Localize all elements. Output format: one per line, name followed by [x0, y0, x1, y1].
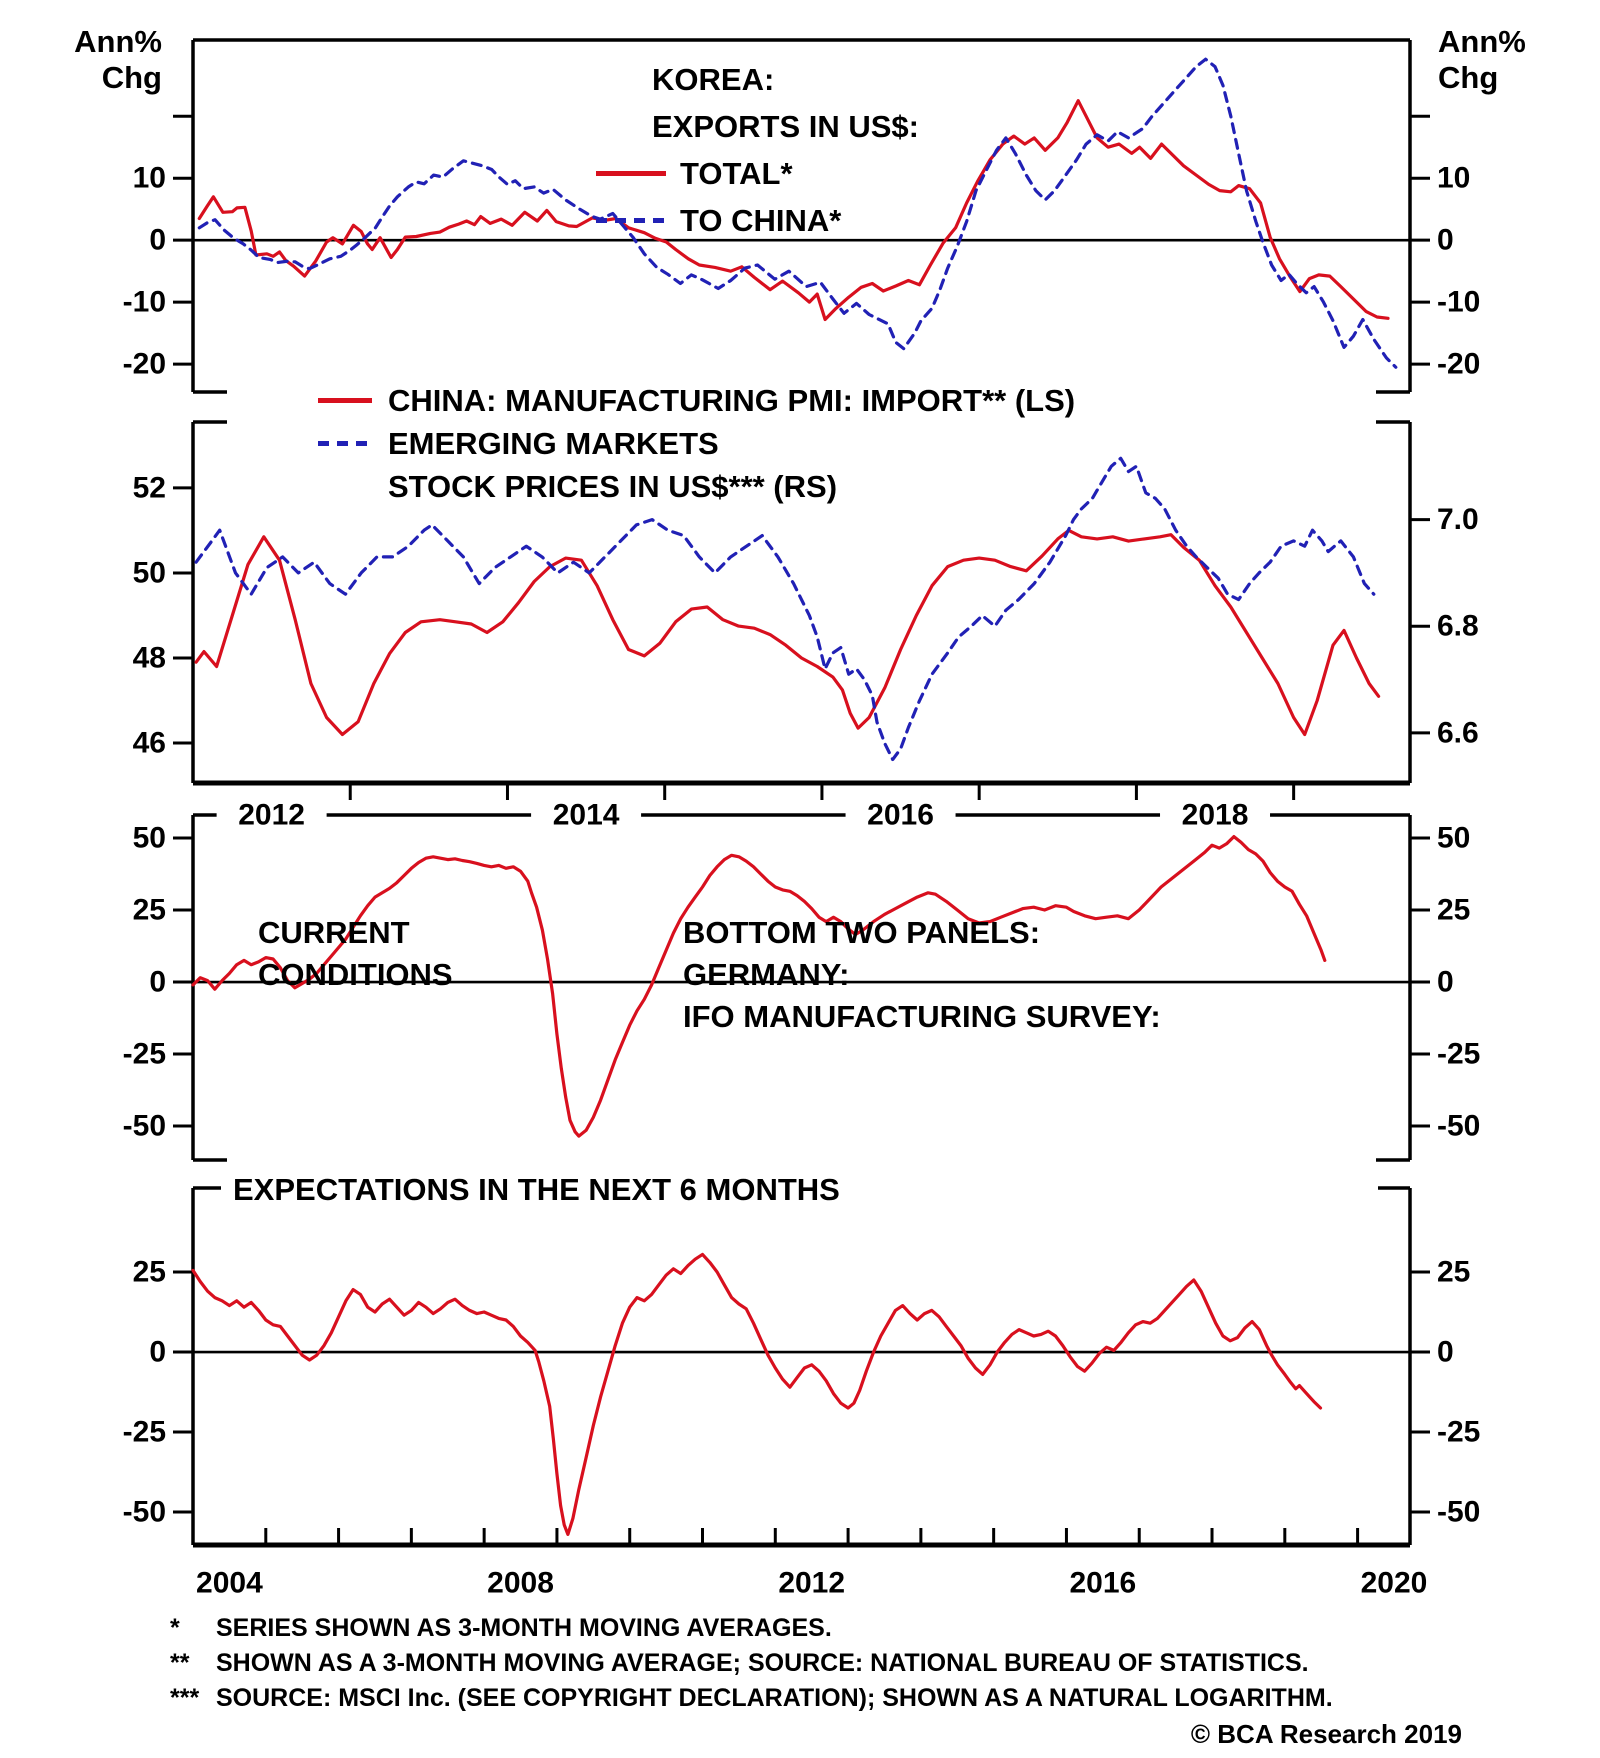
x-year-label: 2016: [1069, 1567, 1136, 1600]
pmi-em-legend: CHINA: MANUFACTURING PMI: IMPORT** (LS) …: [318, 379, 1075, 508]
current-conditions-label: CURRENT CONDITIONS: [258, 912, 453, 996]
footnote-marker: ***: [170, 1684, 200, 1712]
legend-item-to-china: TO CHINA*: [596, 197, 919, 244]
y-tick-label: 25: [133, 1256, 166, 1289]
x-year-label: 2012: [778, 1567, 845, 1600]
right-axis-unit-line2: Chg: [1438, 60, 1499, 95]
bottom-two-panels-line1: BOTTOM TWO PANELS:: [683, 915, 1041, 950]
y-tick-label: 46: [133, 727, 166, 760]
bottom-two-panels-line2: GERMANY:: [683, 957, 850, 992]
y-tick-label: 0: [1437, 224, 1454, 257]
footnote-text: SERIES SHOWN AS 3-MONTH MOVING AVERAGES.: [216, 1614, 832, 1642]
footnotes: * SERIES SHOWN AS 3-MONTH MOVING AVERAGE…: [170, 1611, 1333, 1716]
legend-label-pmi: CHINA: MANUFACTURING PMI: IMPORT** (LS): [388, 383, 1076, 418]
bottom-two-panels-label: BOTTOM TWO PANELS: GERMANY: IFO MANUFACT…: [683, 912, 1161, 1038]
x-year-label: 2018: [1182, 799, 1249, 832]
red-solid-line-swatch-icon: [318, 398, 372, 403]
left-axis-unit: Ann% Chg: [62, 24, 162, 96]
y-tick-label: 25: [1437, 894, 1470, 927]
legend-item-pmi: CHINA: MANUFACTURING PMI: IMPORT** (LS): [318, 379, 1075, 422]
y-tick-label: 6.8: [1437, 610, 1479, 643]
current-conditions-line1: CURRENT: [258, 915, 410, 950]
legend-label-to-china: TO CHINA*: [680, 203, 842, 238]
x-year-label: 2014: [553, 799, 620, 832]
footnote-marker: **: [170, 1649, 190, 1677]
y-tick-label: -10: [1437, 286, 1480, 319]
korea-to-china-line: [197, 57, 1398, 369]
em-stock-prices-line: [194, 456, 1376, 762]
y-tick-label: -20: [123, 348, 166, 381]
y-tick-label: -50: [123, 1496, 166, 1529]
legend-label-total: TOTAL*: [680, 156, 793, 191]
footnote-row: * SERIES SHOWN AS 3-MONTH MOVING AVERAGE…: [170, 1611, 1333, 1646]
y-tick-label: -25: [1437, 1416, 1480, 1449]
y-tick-label: -25: [123, 1416, 166, 1449]
footnote-row: *** SOURCE: MSCI Inc. (SEE COPYRIGHT DEC…: [170, 1681, 1333, 1716]
blue-dashed-line-swatch-icon: [318, 441, 372, 446]
legend-label-em-line2: STOCK PRICES IN US$*** (RS): [388, 469, 838, 504]
y-tick-label: 0: [1437, 966, 1454, 999]
copyright-notice: © BCA Research 2019: [1190, 1719, 1462, 1749]
y-tick-label: 25: [1437, 1256, 1470, 1289]
y-tick-label: 50: [133, 822, 166, 855]
y-tick-label: -25: [1437, 1038, 1480, 1071]
bottom-two-panels-line3: IFO MANUFACTURING SURVEY:: [683, 999, 1161, 1034]
y-tick-label: 10: [1437, 162, 1470, 195]
legend-title-row: EXPORTS IN US$:: [596, 103, 919, 150]
legend-item-em: EMERGING MARKETS: [318, 422, 1075, 465]
y-tick-label: -10: [123, 286, 166, 319]
legend-title-line1: KOREA:: [652, 62, 775, 97]
korea-total-line: [197, 99, 1390, 322]
y-tick-label: 0: [149, 966, 166, 999]
y-tick-label: -20: [1437, 348, 1480, 381]
y-tick-label: 6.6: [1437, 716, 1479, 749]
legend-title-row: KOREA:: [596, 56, 919, 103]
x-year-label: 2016: [867, 799, 934, 832]
y-tick-label: 48: [133, 641, 166, 674]
blue-dashed-line-swatch-icon: [596, 218, 666, 223]
y-tick-label: 50: [1437, 822, 1470, 855]
y-tick-label: 0: [1437, 1336, 1454, 1369]
y-tick-label: -50: [1437, 1496, 1480, 1529]
footnote-text: SHOWN AS A 3-MONTH MOVING AVERAGE; SOURC…: [216, 1649, 1309, 1677]
left-axis-unit-line1: Ann%: [74, 24, 162, 59]
legend-title-line2: EXPORTS IN US$:: [652, 109, 919, 144]
footnote-marker: *: [170, 1614, 180, 1642]
right-axis-unit-line1: Ann%: [1438, 24, 1526, 59]
legend-item-em-line2: STOCK PRICES IN US$*** (RS): [318, 465, 1075, 508]
footnote-text: SOURCE: MSCI Inc. (SEE COPYRIGHT DECLARA…: [216, 1684, 1333, 1712]
x-year-label: 2020: [1361, 1567, 1428, 1600]
y-tick-label: 0: [149, 224, 166, 257]
y-tick-label: 7.0: [1437, 503, 1479, 536]
y-tick-label: -50: [123, 1110, 166, 1143]
red-solid-line-swatch-icon: [596, 171, 666, 176]
y-tick-label: 25: [133, 894, 166, 927]
y-tick-label: -25: [123, 1038, 166, 1071]
footnote-row: ** SHOWN AS A 3-MONTH MOVING AVERAGE; SO…: [170, 1646, 1333, 1681]
x-year-label: 2012: [238, 799, 305, 832]
y-tick-label: -50: [1437, 1110, 1480, 1143]
y-tick-label: 50: [133, 556, 166, 589]
y-tick-label: 52: [133, 471, 166, 504]
legend-item-total: TOTAL*: [596, 150, 919, 197]
y-tick-label: 0: [149, 1336, 166, 1369]
ifo-expectations-line: [191, 1252, 1323, 1537]
y-tick-label: 10: [133, 162, 166, 195]
korea-exports-legend: KOREA: EXPORTS IN US$: TOTAL* TO CHINA*: [596, 56, 919, 244]
left-axis-unit-line2: Chg: [101, 60, 162, 95]
legend-label-em-line1: EMERGING MARKETS: [388, 426, 719, 461]
expectations-panel-title: EXPECTATIONS IN THE NEXT 6 MONTHS: [233, 1172, 840, 1207]
x-year-label: 2008: [487, 1567, 554, 1600]
right-axis-unit: Ann% Chg: [1438, 24, 1526, 96]
current-conditions-line2: CONDITIONS: [258, 957, 453, 992]
ifo-current-conditions-line: [191, 834, 1327, 1138]
x-year-label: 2004: [196, 1567, 263, 1600]
